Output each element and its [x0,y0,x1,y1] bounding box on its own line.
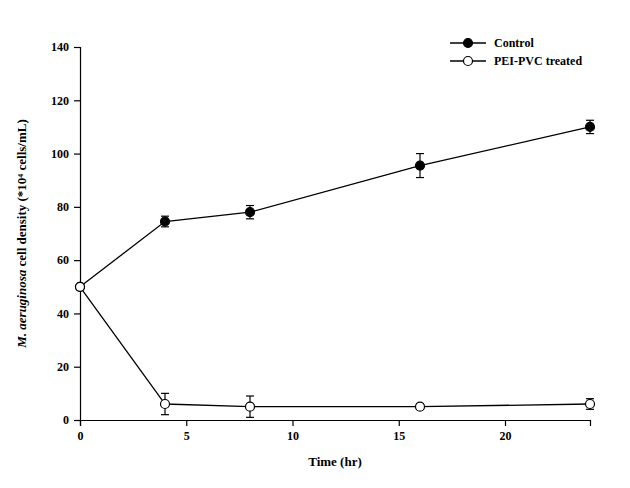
tick: 140 [51,40,80,54]
tick: 60 [57,253,80,267]
tick-label: 15 [393,429,405,443]
marker [161,400,170,409]
tick: 120 [51,94,80,108]
tick-mark [186,420,187,426]
tick-mark [74,153,80,154]
tick-mark [74,367,80,368]
error-bar-cap [161,414,169,415]
tick-label: 10 [287,429,299,443]
marker [586,400,595,409]
tick-mark [292,420,293,426]
tick: 20 [57,360,80,374]
axis-line [74,48,81,421]
tick: 0 [63,413,80,427]
tick-label: 20 [500,429,512,443]
tick-label: 140 [51,40,69,54]
x-axis: 0 5 10 15 20 [78,420,591,443]
legend-label: PEI-PVC treated [494,54,582,68]
axis-line [81,421,591,427]
legend-item: PEI-PVC treated [450,54,582,68]
tick-label: 5 [184,429,190,443]
tick: 0 [78,420,84,443]
y-axis: 0 20 40 60 80 100 120 140 [51,40,81,427]
data-layer [76,120,595,417]
legend: Control PEI-PVC treated [450,36,582,68]
error-bar [161,216,169,227]
marker [416,161,425,170]
error-bar-cap [586,120,594,121]
tick: 5 [184,420,190,443]
error-bar [416,154,424,178]
marker [76,282,85,291]
tick-mark [399,420,400,426]
tick-mark [74,420,80,421]
legend-item: Control [450,36,534,50]
series [76,282,595,417]
error-bar-cap [246,205,254,206]
legend-label: Control [494,36,534,50]
error-bar-cap [586,133,594,134]
error-bar-cap [416,177,424,178]
tick: 20 [500,420,512,443]
tick: 80 [57,200,80,214]
marker [161,217,170,226]
tick: 15 [393,420,405,443]
tick-mark [74,47,80,48]
tick-label: 20 [57,360,69,374]
error-bar-cap [161,393,169,394]
error-bar-cap [246,417,254,418]
marker [586,122,595,131]
tick: 40 [57,307,80,321]
series-line [80,287,590,407]
tick-mark [74,100,80,101]
error-bar-cap [246,395,254,396]
tick-label: 0 [78,429,84,443]
marker [246,402,255,411]
chart: 0 5 10 15 20 0 20 40 60 80 100 120 140 Time (hr) M. ae… [0,0,630,488]
marker [416,402,425,411]
legend-marker [464,57,473,66]
plot-area: 0 5 10 15 20 0 20 40 60 80 100 120 140 [51,40,595,442]
tick-label: 80 [57,200,69,214]
tick-label: 0 [63,413,69,427]
error-bar [246,206,254,219]
tick-label: 40 [57,307,69,321]
tick: 10 [287,420,299,443]
error-bar [161,393,169,414]
legend-marker [464,39,473,48]
error-bar [586,399,594,410]
tick-mark [74,207,80,208]
marker [246,208,255,217]
series-line [80,127,590,287]
tick-label: 120 [51,94,69,108]
error-bar [246,396,254,417]
error-bar-cap [246,218,254,219]
x-axis-title: Time (hr) [308,454,362,469]
tick: 100 [51,147,80,161]
error-bar [586,120,594,133]
tick-label: 100 [51,147,69,161]
series [76,120,595,291]
tick-label: 60 [57,253,69,267]
y-axis-title: M. aeruginosa cell density (*10⁴ cells/m… [14,119,29,349]
error-bar-cap [416,153,424,154]
tick-mark [74,260,80,261]
tick-mark [505,420,506,426]
tick-mark [74,313,80,314]
marker [76,282,85,291]
